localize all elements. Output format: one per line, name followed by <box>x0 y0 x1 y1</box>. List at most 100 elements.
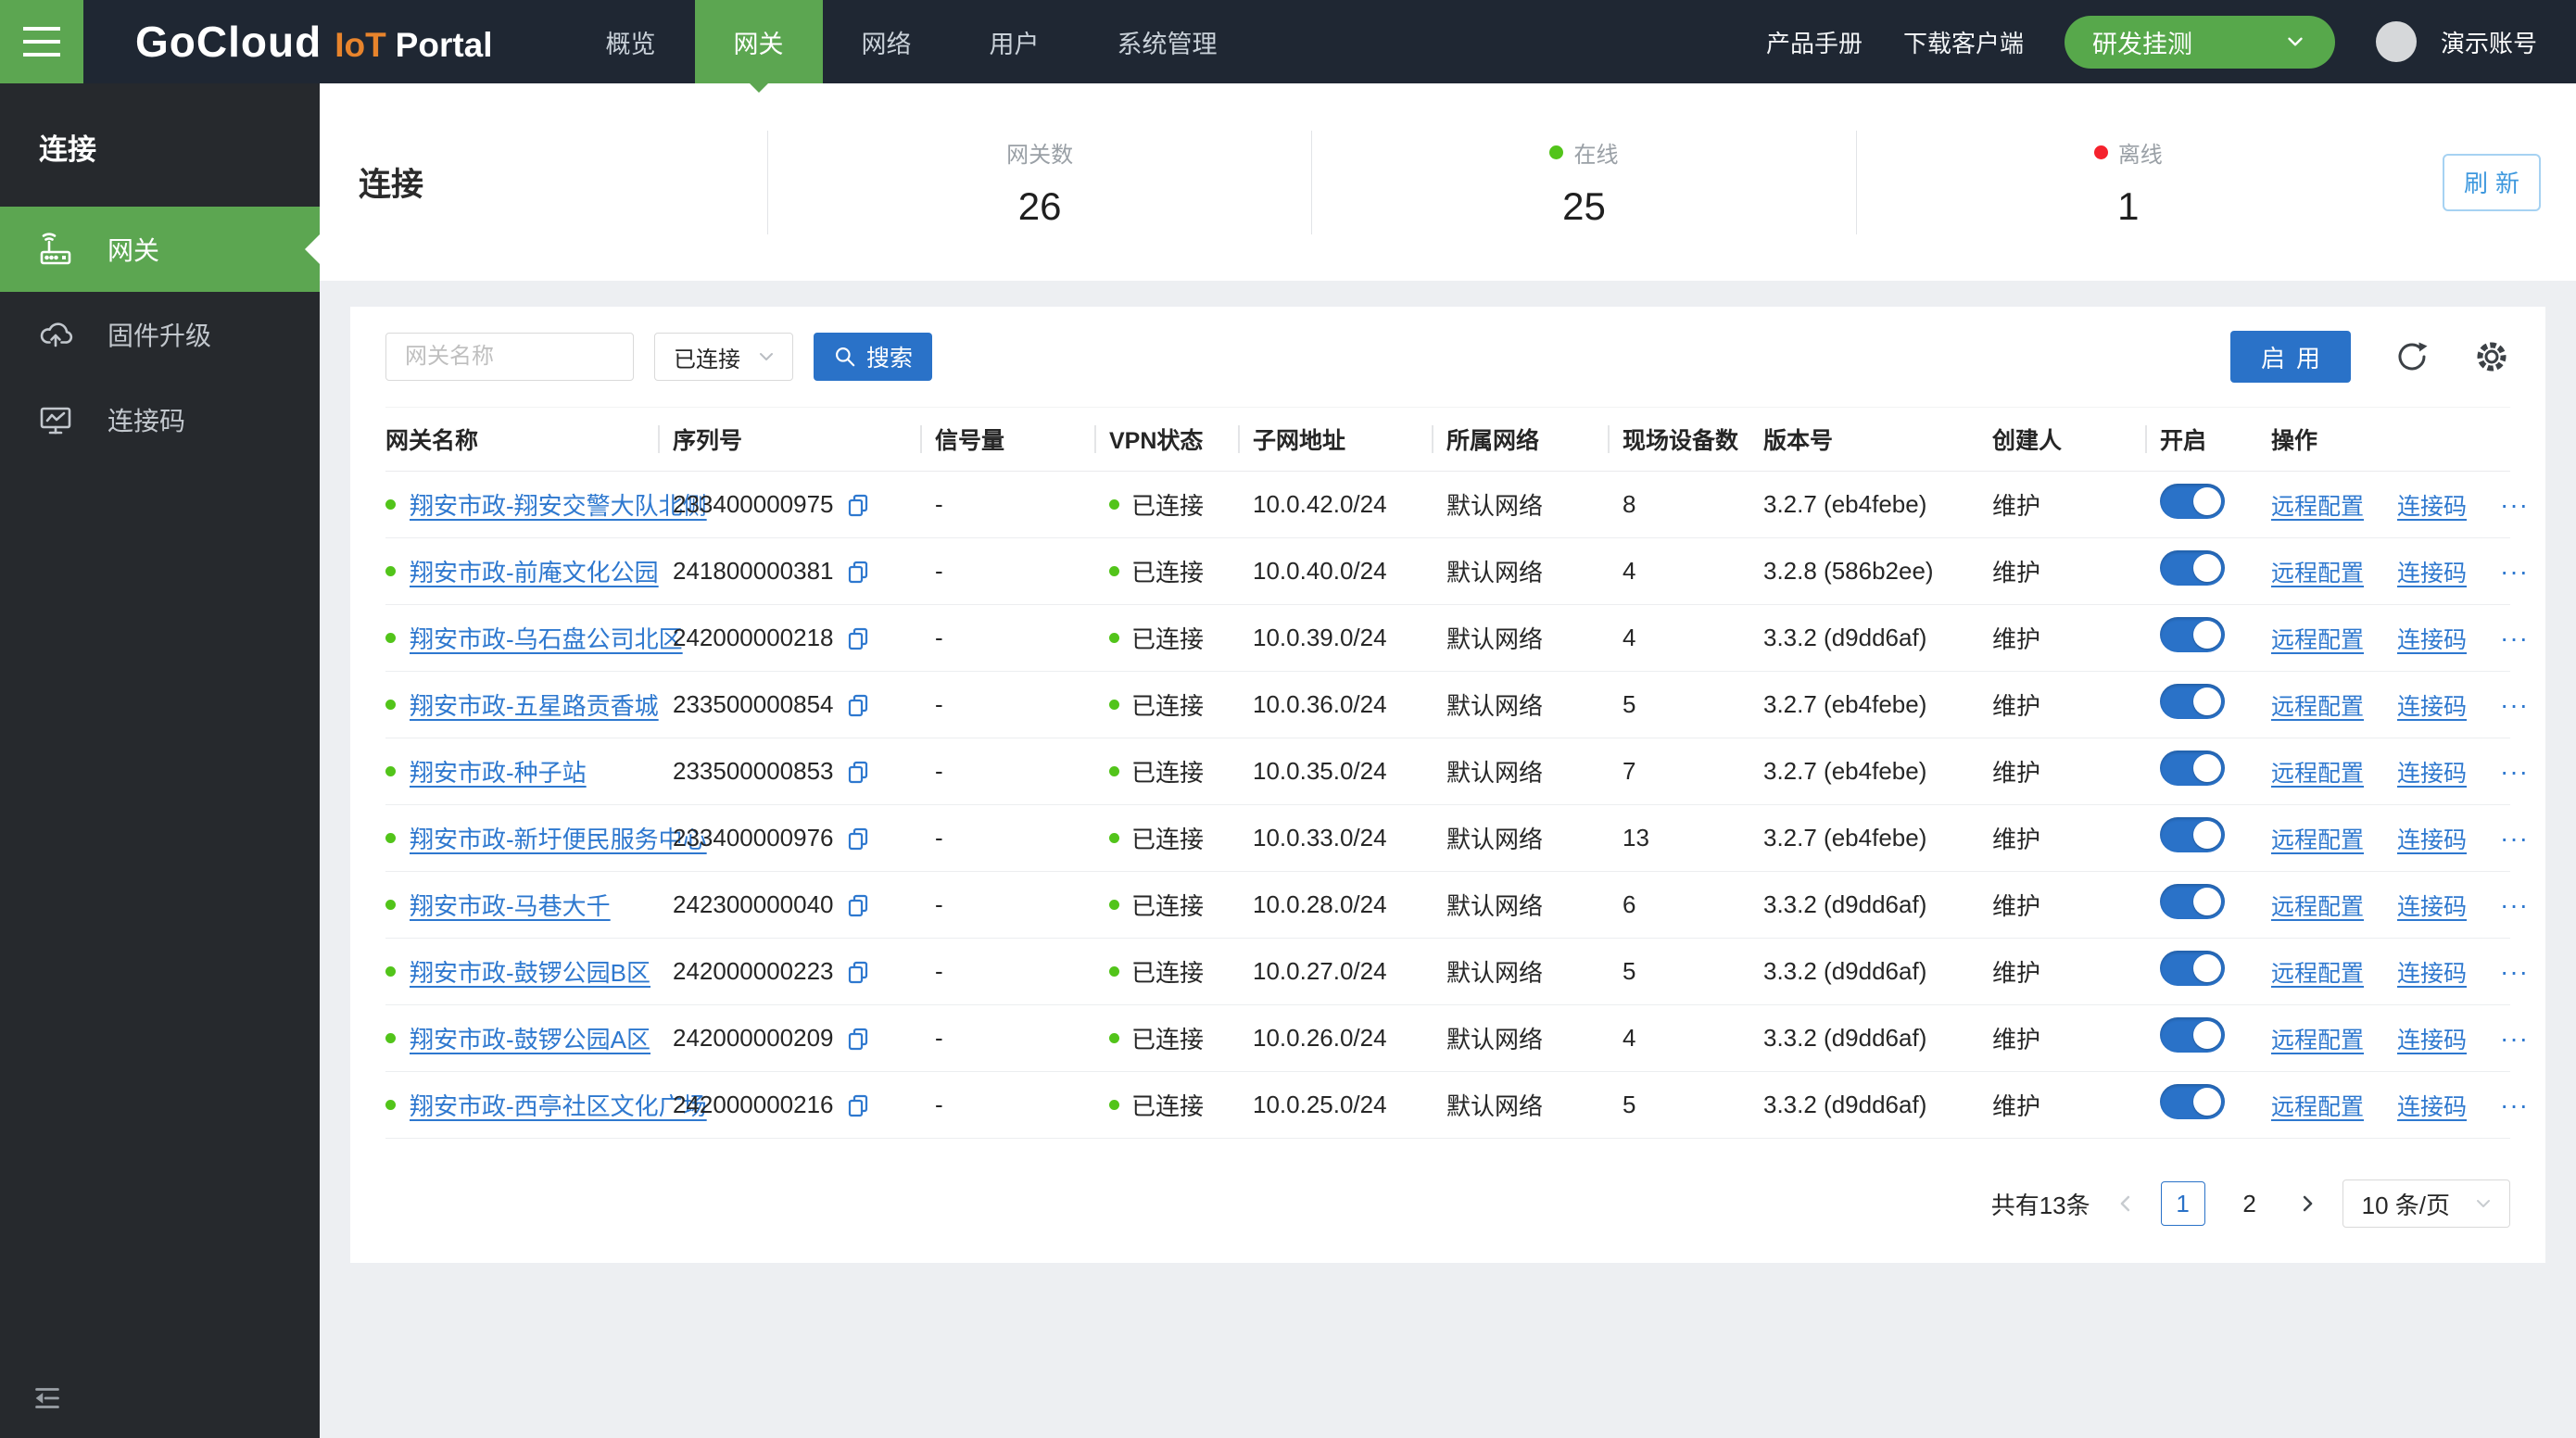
gateway-name-link[interactable]: 翔安市政-前庵文化公园 <box>410 559 659 587</box>
connection-code-link[interactable]: 连接码 <box>2397 493 2468 520</box>
sidebar-item-firmware-upgrade[interactable]: 固件升级 <box>0 292 320 377</box>
copy-icon[interactable] <box>845 1026 871 1052</box>
product-manual-link[interactable]: 产品手册 <box>1765 29 1863 57</box>
gateway-name-link[interactable]: 翔安市政-种子站 <box>410 759 587 787</box>
subnet-address: 10.0.40.0/24 <box>1253 557 1387 585</box>
enable-toggle[interactable] <box>2160 1017 2225 1053</box>
gateway-stats: 网关数 26 在线 25 离线 1 <box>767 130 2400 234</box>
connection-code-link[interactable]: 连接码 <box>2397 826 2468 853</box>
gateway-online-dot <box>385 1100 396 1110</box>
remote-config-link[interactable]: 远程配置 <box>2271 760 2365 787</box>
enable-toggle[interactable] <box>2160 684 2225 719</box>
vpn-connected-dot <box>1109 966 1119 977</box>
copy-icon[interactable] <box>845 692 871 718</box>
connection-code-link[interactable]: 连接码 <box>2397 1093 2468 1120</box>
vpn-status-cell: 已连接 <box>1109 487 1253 522</box>
gateway-name-link[interactable]: 翔安市政-鼓锣公园B区 <box>410 959 651 987</box>
gateway-name-link[interactable]: 翔安市政-马巷大千 <box>410 892 611 920</box>
enable-toggle[interactable] <box>2160 884 2225 919</box>
page-button-2[interactable]: 2 <box>2242 1189 2256 1217</box>
remote-config-link[interactable]: 远程配置 <box>2271 693 2365 720</box>
nav-item-overview[interactable]: 概览 <box>605 30 656 58</box>
more-actions-button[interactable]: ··· <box>2500 889 2530 919</box>
connection-code-link[interactable]: 连接码 <box>2397 893 2468 920</box>
nav-item-network[interactable]: 网络 <box>861 30 912 58</box>
gear-icon[interactable] <box>2473 338 2510 375</box>
nav-item-gateway[interactable]: 网关 <box>694 0 823 83</box>
creator-name: 维护 <box>1992 1092 2041 1120</box>
download-client-link[interactable]: 下载客户端 <box>1902 29 2024 57</box>
chevron-down-icon <box>755 346 777 368</box>
more-actions-button[interactable]: ··· <box>2500 1023 2530 1053</box>
gateway-name-cell: 翔安市政-五星路贡香城 <box>385 687 673 722</box>
refresh-table-icon[interactable] <box>2393 338 2431 375</box>
more-actions-button[interactable]: ··· <box>2500 756 2530 786</box>
connection-status-filter[interactable]: 已连接 <box>654 333 793 381</box>
page-size-select[interactable]: 10 条/页 <box>2342 1179 2510 1228</box>
copy-icon[interactable] <box>845 826 871 851</box>
app-logo: GoCloud IoT Portal <box>135 17 493 67</box>
collapse-sidebar-icon[interactable] <box>30 1381 65 1416</box>
remote-config-link[interactable]: 远程配置 <box>2271 626 2365 653</box>
nav-item-system-admin[interactable]: 系统管理 <box>1117 30 1218 58</box>
enable-toggle[interactable] <box>2160 951 2225 986</box>
account-name[interactable]: 演示账号 <box>2440 29 2537 57</box>
table-body: 翔安市政-翔安交警大队北侧 233400000975 - 已连接 10.0.42… <box>385 472 2528 1139</box>
gateway-name-link[interactable]: 翔安市政-西亭社区文化广场 <box>410 1092 707 1120</box>
connection-code-link[interactable]: 连接码 <box>2397 693 2468 720</box>
connection-code-link[interactable]: 连接码 <box>2397 960 2468 987</box>
connection-code-link[interactable]: 连接码 <box>2397 626 2468 653</box>
remote-config-link[interactable]: 远程配置 <box>2271 1093 2365 1120</box>
sidebar-item-connection-code[interactable]: 连接码 <box>0 377 320 462</box>
copy-icon[interactable] <box>845 625 871 651</box>
refresh-button[interactable]: 刷新 <box>2443 153 2541 211</box>
gateway-name-link[interactable]: 翔安市政-五星路贡香城 <box>410 692 659 720</box>
gateway-name-link[interactable]: 翔安市政-鼓锣公园A区 <box>410 1026 651 1053</box>
hamburger-menu-icon[interactable] <box>0 0 83 83</box>
network-name: 默认网络 <box>1446 1092 1544 1120</box>
copy-icon[interactable] <box>845 1092 871 1118</box>
gateway-name-link[interactable]: 翔安市政-乌石盘公司北区 <box>410 625 683 653</box>
remote-config-link[interactable]: 远程配置 <box>2271 560 2365 587</box>
connection-code-link[interactable]: 连接码 <box>2397 1027 2468 1053</box>
copy-icon[interactable] <box>845 559 871 585</box>
page-button-1[interactable]: 1 <box>2160 1181 2205 1226</box>
more-actions-button[interactable]: ··· <box>2500 623 2530 652</box>
more-actions-button[interactable]: ··· <box>2500 823 2530 852</box>
connection-code-link[interactable]: 连接码 <box>2397 760 2468 787</box>
more-actions-button[interactable]: ··· <box>2500 956 2530 986</box>
connection-code-link[interactable]: 连接码 <box>2397 560 2468 587</box>
enable-toggle[interactable] <box>2160 751 2225 786</box>
environment-select[interactable]: 研发挂测 <box>2064 15 2335 69</box>
nav-item-users[interactable]: 用户 <box>989 30 1040 58</box>
chevron-left-icon[interactable] <box>2113 1191 2139 1217</box>
copy-icon[interactable] <box>845 892 871 918</box>
more-actions-button[interactable]: ··· <box>2500 489 2530 519</box>
copy-icon[interactable] <box>845 492 871 518</box>
enable-toggle[interactable] <box>2160 817 2225 852</box>
enable-toggle[interactable] <box>2160 550 2225 586</box>
gateway-name-link[interactable]: 翔安市政-翔安交警大队北侧 <box>410 492 707 520</box>
copy-icon[interactable] <box>845 959 871 985</box>
enable-toggle[interactable] <box>2160 1084 2225 1119</box>
more-actions-button[interactable]: ··· <box>2500 556 2530 586</box>
avatar[interactable] <box>2375 21 2417 62</box>
enable-button[interactable]: 启用 <box>2230 331 2351 383</box>
sidebar-item-gateway[interactable]: 网关 <box>0 207 320 292</box>
remote-config-link[interactable]: 远程配置 <box>2271 960 2365 987</box>
remote-config-link[interactable]: 远程配置 <box>2271 1027 2365 1053</box>
search-button[interactable]: 搜索 <box>814 333 932 381</box>
remote-config-link[interactable]: 远程配置 <box>2271 826 2365 853</box>
gateway-name-link[interactable]: 翔安市政-新圩便民服务中心 <box>410 826 707 853</box>
table-row: 翔安市政-乌石盘公司北区 242000000218 - 已连接 10.0.39.… <box>385 605 2528 672</box>
copy-icon[interactable] <box>845 759 871 785</box>
enable-toggle[interactable] <box>2160 484 2225 519</box>
more-actions-button[interactable]: ··· <box>2500 1090 2530 1119</box>
remote-config-link[interactable]: 远程配置 <box>2271 493 2365 520</box>
remote-config-link[interactable]: 远程配置 <box>2271 893 2365 920</box>
more-actions-button[interactable]: ··· <box>2500 689 2530 719</box>
navbar-right: 产品手册 下载客户端 研发挂测 演示账号 <box>1765 15 2537 69</box>
chevron-right-icon[interactable] <box>2294 1191 2320 1217</box>
gateway-name-search-input[interactable] <box>385 333 634 381</box>
enable-toggle[interactable] <box>2160 617 2225 652</box>
